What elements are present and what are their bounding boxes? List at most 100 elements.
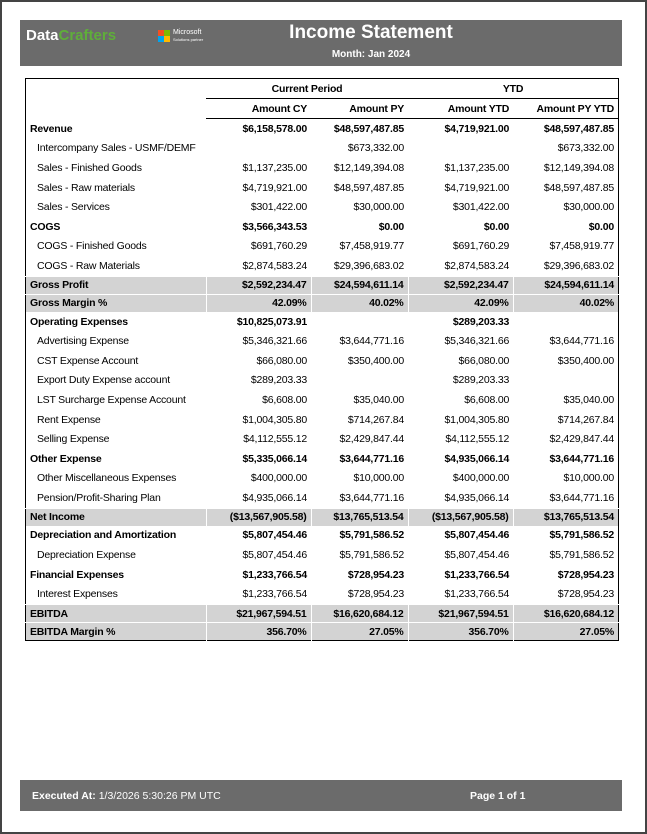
row-label: Depreciation Expense [37, 549, 136, 562]
row-value [408, 139, 513, 159]
row-value: $1,004,305.80 [242, 413, 308, 426]
row-value: $4,935,066.14 [242, 491, 308, 504]
row-value: $2,874,583.24 [242, 259, 308, 272]
table-row: COGS - Raw Materials $2,874,583.24 $29,396… [26, 256, 619, 276]
row-value: $1,004,305.80 [444, 413, 510, 426]
row-value: 27.05% [310, 622, 409, 641]
row-value: $24,594,611.14 [310, 275, 409, 295]
row-value: $10,825,073.91 [236, 315, 308, 328]
row-value: $728,954.23 [347, 588, 405, 601]
col-header: Amount PY YTD [513, 98, 619, 119]
row-value: $2,592,234.47 [205, 275, 312, 295]
row-value: $13,765,513.54 [512, 507, 619, 526]
row-value: $2,429,847.44 [339, 433, 405, 446]
table-row: CST Expense Account $66,080.00 $350,400.00… [26, 351, 619, 371]
row-value [206, 139, 311, 159]
row-label: Sales - Services [37, 201, 110, 214]
row-value: $48,597,487.85 [333, 181, 405, 194]
row-value: 42.09% [407, 293, 514, 312]
row-value: $301,422.00 [250, 201, 308, 214]
table-row: Net Income ($13,567,905.58) $13,765,513.54… [25, 507, 619, 526]
table-row: Interest Expenses $1,233,766.54 $728,954.2… [26, 584, 619, 604]
row-value: $48,597,487.85 [333, 122, 405, 135]
row-label: Pension/Profit-Sharing Plan [37, 491, 161, 504]
row-value: $0.00 [483, 220, 510, 233]
row-value: $35,040.00 [353, 393, 405, 406]
row-value: $2,874,583.24 [444, 259, 510, 272]
row-value: $4,719,921.00 [444, 122, 510, 135]
table-row: Operating Expenses $10,825,073.91 $289,203… [26, 312, 619, 332]
row-value: $5,807,454.46 [444, 549, 510, 562]
row-value: $29,396,683.02 [333, 259, 405, 272]
row-value: $4,719,921.00 [242, 181, 308, 194]
row-value: $714,267.84 [557, 413, 614, 426]
row-value: $3,644,771.16 [339, 452, 405, 465]
row-value: $350,400.00 [557, 354, 614, 367]
row-value: $5,791,586.52 [339, 549, 405, 562]
report-title: Income Statement [289, 22, 453, 43]
row-label: Depreciation and Amortization [30, 529, 177, 542]
row-value: $30,000.00 [563, 201, 614, 214]
row-label: Other Expense [30, 452, 102, 465]
row-value: $301,422.00 [452, 201, 510, 214]
row-value: $48,597,487.85 [543, 181, 614, 194]
row-value: $4,935,066.14 [444, 491, 510, 504]
table-row: Gross Margin % 42.09% 40.02% 42.09% 40.02% [25, 293, 619, 312]
row-value: $4,719,921.00 [444, 181, 510, 194]
table-row: Depreciation and Amortization $5,807,454.… [26, 526, 619, 546]
income-statement-table: Current Period YTD Amount CY Amount PY Am… [25, 78, 619, 642]
row-value: $1,137,235.00 [444, 161, 510, 174]
row-value: $1,233,766.54 [242, 588, 308, 601]
row-label: Financial Expenses [30, 568, 124, 581]
row-value: $7,458,919.77 [339, 240, 405, 253]
row-value: $350,400.00 [347, 354, 405, 367]
row-value: $673,332.00 [557, 142, 614, 155]
table-row: Selling Expense $4,112,555.12 $2,429,847.4… [26, 429, 619, 449]
table-row: Sales - Finished Goods $1,137,235.00 $12,1… [26, 158, 619, 178]
table-row: Intercompany Sales - USMF/DEMF $673,332.0… [26, 139, 619, 159]
table-row: Financial Expenses $1,233,766.54 $728,954.… [26, 565, 619, 585]
row-value: $12,149,394.08 [543, 161, 614, 174]
row-value: $673,332.00 [347, 142, 405, 155]
row-value: $400,000.00 [452, 472, 510, 485]
row-value: 42.09% [205, 293, 312, 312]
row-value: $6,608.00 [262, 393, 308, 406]
row-value: 27.05% [512, 622, 619, 641]
row-value: $30,000.00 [353, 201, 405, 214]
table-row: EBITDA $21,967,594.51 $16,620,684.12 $21,96… [25, 604, 619, 623]
row-label: Revenue [30, 122, 73, 135]
datacrafters-logo: DataCrafters [26, 27, 117, 44]
row-value: $728,954.23 [557, 588, 614, 601]
table-row: Sales - Raw materials $4,719,921.00 $48,59… [26, 178, 619, 198]
row-value: $691,760.29 [250, 240, 308, 253]
row-label: LST Surcharge Expense Account [37, 393, 186, 406]
row-value: $3,644,771.16 [549, 452, 614, 465]
table-row: Other Miscellaneous Expenses $400,000.00 $… [26, 469, 619, 489]
report-footer: Executed At: 1/3/2026 5:30:26 PM UTC Pag… [20, 780, 622, 811]
row-value: $10,000.00 [563, 472, 614, 485]
row-value: $16,620,684.12 [310, 604, 409, 623]
group-header-ytd: YTD [502, 82, 524, 95]
table-row: Advertising Expense $5,346,321.66 $3,644,7… [26, 331, 619, 351]
row-value: $35,040.00 [563, 393, 614, 406]
col-header: Amount YTD [408, 98, 514, 119]
col-header: Amount CY [206, 98, 312, 119]
row-value: $66,080.00 [256, 354, 308, 367]
row-value: $400,000.00 [250, 472, 308, 485]
row-label: Sales - Raw materials [37, 181, 135, 194]
row-label: EBITDA Margin % [25, 622, 206, 641]
row-value: $5,807,454.46 [242, 549, 308, 562]
row-value: $24,594,611.14 [512, 275, 619, 295]
row-value: 40.02% [310, 293, 409, 312]
row-label: Other Miscellaneous Expenses [37, 472, 177, 485]
row-value: $3,644,771.16 [339, 335, 405, 348]
table-row: Sales - Services $301,422.00 $30,000.00 $30… [26, 197, 619, 217]
table-row: Pension/Profit-Sharing Plan $4,935,066.14… [26, 488, 619, 508]
row-value [311, 312, 408, 332]
row-value: $728,954.23 [347, 568, 405, 581]
row-value: $5,791,586.52 [549, 529, 614, 542]
row-value: $4,112,555.12 [445, 433, 510, 446]
row-label: EBITDA [25, 604, 206, 623]
row-value: $7,458,919.77 [549, 240, 614, 253]
